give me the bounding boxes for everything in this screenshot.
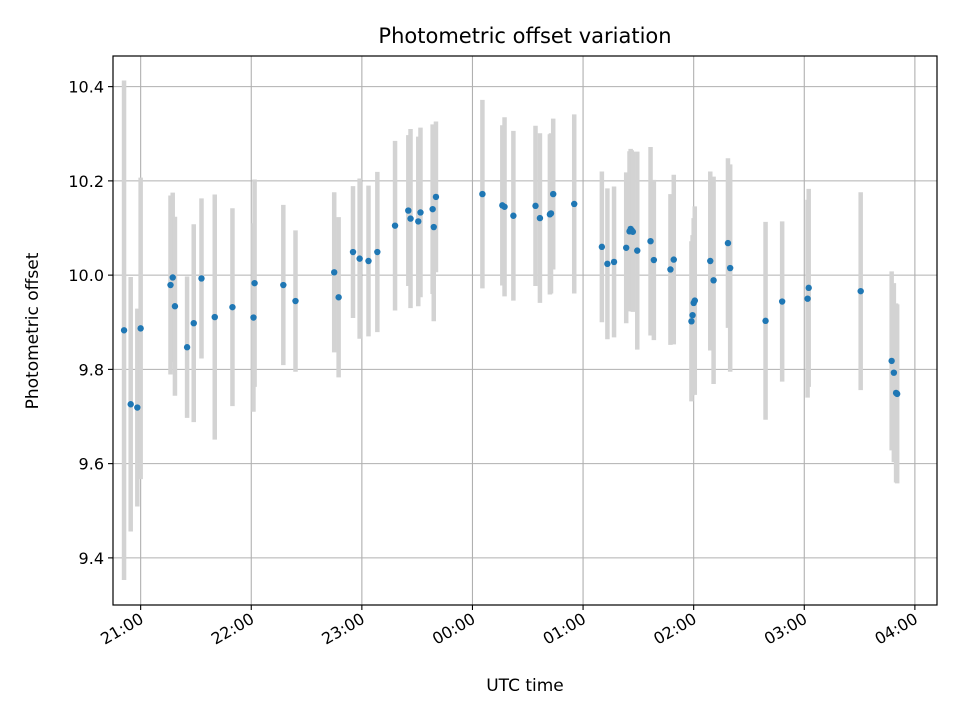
data-point [251, 279, 258, 287]
data-point [707, 257, 714, 265]
x-tick-label: 03:00 [761, 609, 810, 649]
x-tick-label: 02:00 [650, 609, 699, 649]
y-tick-label: 10.4 [68, 78, 104, 97]
data-point [356, 255, 363, 262]
data-point [532, 202, 539, 210]
y-tick-label: 10.2 [68, 172, 104, 191]
data-point [229, 303, 236, 311]
data-point [429, 205, 436, 213]
data-point [688, 318, 695, 325]
data-point [857, 287, 864, 295]
data-point [623, 244, 630, 251]
data-point [634, 247, 641, 254]
data-point [169, 274, 176, 281]
grid [113, 56, 937, 605]
data-point [689, 311, 696, 319]
data-point [890, 369, 898, 376]
data-point [430, 223, 437, 231]
data-point [183, 344, 191, 351]
x-tick-label: 00:00 [429, 609, 478, 649]
x-tick-label: 01:00 [540, 609, 589, 649]
data-point [610, 258, 618, 266]
data-point [391, 222, 399, 229]
data-point [647, 237, 654, 245]
data-point [167, 281, 174, 289]
data-points [120, 190, 901, 411]
data-point [292, 297, 299, 305]
data-point [407, 215, 414, 222]
data-point [726, 264, 734, 272]
data-point [417, 209, 424, 216]
data-point [804, 295, 811, 302]
data-point [650, 256, 658, 264]
data-point [479, 190, 486, 198]
x-tick-label: 23:00 [318, 609, 367, 649]
plot-area-frame [112, 55, 938, 606]
y-tick-label: 9.8 [79, 360, 104, 379]
data-point [405, 207, 412, 214]
x-tick-label: 04:00 [871, 609, 920, 649]
x-axis-label: UTC time [486, 676, 564, 696]
data-point [127, 401, 134, 408]
y-tick-label: 9.4 [79, 549, 104, 568]
data-point [604, 260, 611, 268]
data-point [331, 269, 338, 276]
data-point [547, 210, 555, 217]
data-point [134, 404, 141, 411]
data-point [137, 325, 144, 332]
data-point [571, 200, 578, 208]
x-tick-label: 21:00 [97, 609, 146, 649]
y-axis-ticks: 9.4 9.6 9.8 10.0 10.2 10.4 [68, 78, 113, 568]
data-point [374, 248, 381, 256]
data-point [670, 256, 677, 263]
data-point [501, 203, 508, 210]
data-point [190, 319, 197, 327]
data-point [349, 248, 357, 256]
data-point [724, 239, 732, 247]
data-point [335, 294, 342, 301]
data-point [762, 317, 769, 325]
errorbars [121, 80, 900, 581]
data-point [432, 193, 440, 201]
chart-title: Photometric offset variation [378, 24, 671, 48]
data-point [536, 214, 544, 222]
data-point [365, 257, 372, 265]
y-tick-label: 9.6 [79, 455, 104, 474]
data-point [120, 327, 128, 334]
data-point [510, 212, 517, 219]
data-point [629, 228, 637, 235]
data-point [778, 298, 786, 305]
data-point [415, 218, 422, 225]
data-point [691, 297, 698, 304]
data-point [893, 390, 901, 398]
data-point [667, 266, 674, 273]
y-axis-label: Photometric offset [23, 252, 43, 409]
data-point [710, 277, 717, 284]
data-point [888, 357, 895, 365]
data-point [280, 281, 287, 289]
x-tick-label: 22:00 [208, 609, 257, 649]
data-point [171, 303, 179, 310]
data-point [598, 243, 606, 251]
data-point [250, 314, 257, 321]
data-point [805, 284, 812, 292]
data-point [211, 313, 218, 321]
y-tick-label: 10.0 [68, 266, 104, 285]
x-axis-ticks: 21:00 22:00 23:00 00:00 01:00 02:00 03:00 04:00 [97, 605, 921, 649]
data-point [550, 190, 557, 198]
data-point [198, 275, 205, 282]
